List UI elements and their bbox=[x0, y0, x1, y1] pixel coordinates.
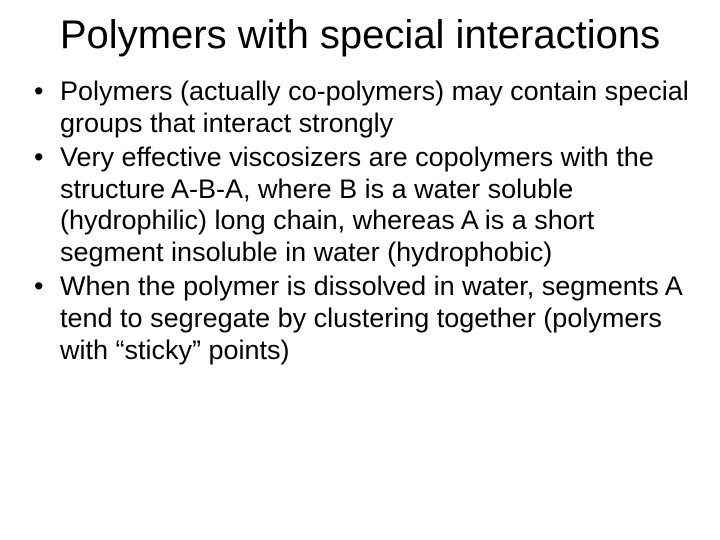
bullet-list: Polymers (actually co-polymers) may cont… bbox=[24, 76, 696, 367]
list-item: Very effective viscosizers are copolymer… bbox=[24, 142, 696, 269]
list-item: Polymers (actually co-polymers) may cont… bbox=[24, 76, 696, 140]
slide: Polymers with special interactions Polym… bbox=[0, 0, 720, 540]
slide-title: Polymers with special interactions bbox=[24, 12, 696, 58]
list-item: When the polymer is dissolved in water, … bbox=[24, 271, 696, 367]
